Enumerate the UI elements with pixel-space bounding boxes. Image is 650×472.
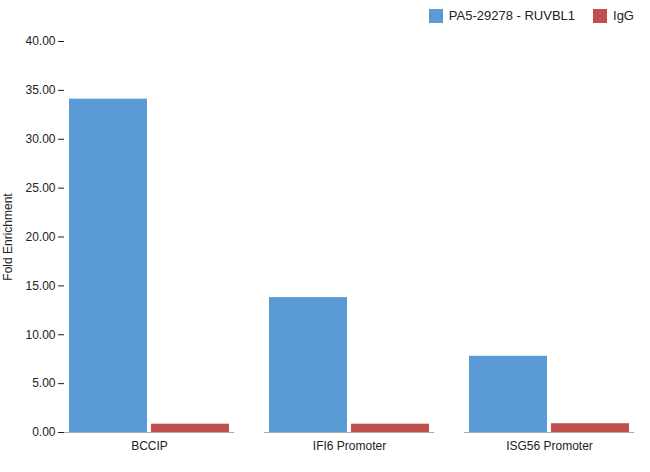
svg-text:5.00: 5.00 xyxy=(32,376,56,390)
svg-text:10.00: 10.00 xyxy=(25,328,55,342)
svg-text:IFI6 Promoter: IFI6 Promoter xyxy=(313,439,386,453)
svg-text:25.00: 25.00 xyxy=(25,181,55,195)
html-text:IgG: IgG xyxy=(613,8,634,23)
html-text:PA5-29278 - RUVBL1: PA5-29278 - RUVBL1 xyxy=(448,8,575,23)
svg-text:BCCIP: BCCIP xyxy=(131,439,168,453)
svg-text:35.00: 35.00 xyxy=(25,83,55,97)
svg-text:15.00: 15.00 xyxy=(25,279,55,293)
svg-text:Fold Enrichment: Fold Enrichment xyxy=(1,193,15,281)
svg-text:0.00: 0.00 xyxy=(32,425,56,439)
svg-text:20.00: 20.00 xyxy=(25,230,55,244)
svg-text:40.00: 40.00 xyxy=(25,34,55,48)
svg-text:30.00: 30.00 xyxy=(25,132,55,146)
svg-text:ISG56 Promoter: ISG56 Promoter xyxy=(506,439,593,453)
